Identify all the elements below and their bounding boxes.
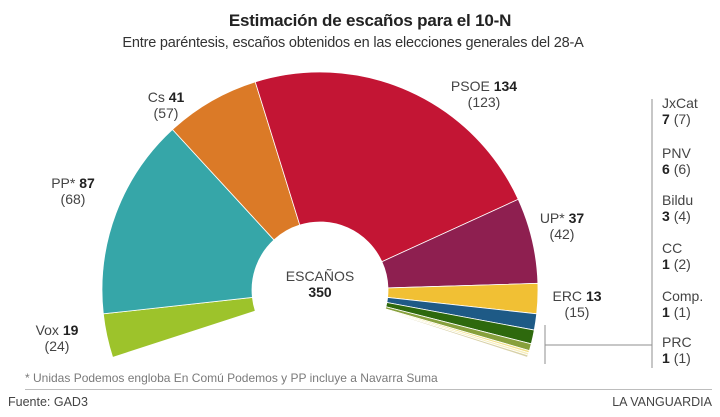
label-cs-name: Cs xyxy=(147,89,165,105)
center-caption: ESCAÑOS xyxy=(285,268,355,284)
label-up-name: UP* xyxy=(539,210,565,226)
label-cc-name: CC xyxy=(662,240,683,256)
label-bildu: Bildu 3 4 xyxy=(662,192,693,224)
slices-group xyxy=(101,71,539,358)
label-vox-name: Vox xyxy=(35,322,59,338)
label-jxcat: JxCat 7 7 xyxy=(662,95,698,127)
label-cc-seats: 1 xyxy=(662,256,670,272)
label-comp-seats: 1 xyxy=(662,304,670,320)
label-jxcat-name: JxCat xyxy=(662,95,698,111)
label-psoe-name: PSOE xyxy=(450,78,490,94)
label-cs-previous: 57 xyxy=(126,105,206,121)
footnote: * Unidas Podemos engloba En Comú Podemos… xyxy=(25,371,438,385)
label-comp-previous: 1 xyxy=(674,304,691,320)
center-total: 350 xyxy=(308,284,332,300)
label-prc: PRC 1 1 xyxy=(662,334,692,366)
label-pnv: PNV 6 6 xyxy=(662,145,691,177)
label-vox: Vox 19 24 xyxy=(17,322,97,354)
label-bildu-name: Bildu xyxy=(662,192,694,208)
label-erc-seats: 13 xyxy=(585,288,602,304)
label-prc-seats: 1 xyxy=(662,350,670,366)
label-pnv-name: PNV xyxy=(662,145,691,161)
slice-psoe xyxy=(254,71,519,263)
label-vox-previous: 24 xyxy=(17,338,97,354)
label-vox-seats: 19 xyxy=(62,322,79,338)
brand-credit: LA VANGUARDIA xyxy=(612,395,712,409)
label-prc-previous: 1 xyxy=(674,350,691,366)
label-erc: ERC 13 15 xyxy=(537,288,617,320)
label-bildu-seats: 3 xyxy=(662,208,670,224)
chart-subtitle: Entre paréntesis, escaños obtenidos en l… xyxy=(122,35,584,51)
label-up: UP* 37 42 xyxy=(522,210,602,242)
label-pp-previous: 68 xyxy=(33,191,113,207)
label-cc-previous: 2 xyxy=(674,256,691,272)
label-up-seats: 37 xyxy=(568,210,585,226)
label-pp: PP* 87 68 xyxy=(33,175,113,207)
label-erc-name: ERC xyxy=(552,288,583,304)
label-psoe-previous: 123 xyxy=(434,94,534,110)
label-pnv-previous: 6 xyxy=(674,161,691,177)
label-pp-name: PP* xyxy=(51,175,76,191)
label-cc: CC 1 2 xyxy=(662,240,691,272)
label-up-previous: 42 xyxy=(522,226,602,242)
label-jxcat-previous: 7 xyxy=(674,111,691,127)
label-erc-previous: 15 xyxy=(537,304,617,320)
label-prc-name: PRC xyxy=(662,334,692,350)
slice-prc xyxy=(384,309,529,358)
label-cs-seats: 41 xyxy=(168,89,185,105)
label-comp: Comp. 1 1 xyxy=(662,288,703,320)
center-label: ESCAÑOS 350 xyxy=(270,268,370,300)
label-psoe: PSOE 134 123 xyxy=(434,78,534,110)
label-pp-seats: 87 xyxy=(79,175,95,191)
chart-title: Estimación de escaños para el 10-N xyxy=(228,11,512,30)
label-cs: Cs 41 57 xyxy=(126,89,206,121)
label-psoe-seats: 134 xyxy=(493,78,518,94)
label-jxcat-seats: 7 xyxy=(662,111,670,127)
slice-pp xyxy=(101,128,275,315)
source-credit: Fuente: GAD3 xyxy=(8,395,88,409)
label-bildu-previous: 4 xyxy=(674,208,691,224)
label-comp-name: Comp. xyxy=(662,288,704,304)
label-pnv-seats: 6 xyxy=(662,161,670,177)
